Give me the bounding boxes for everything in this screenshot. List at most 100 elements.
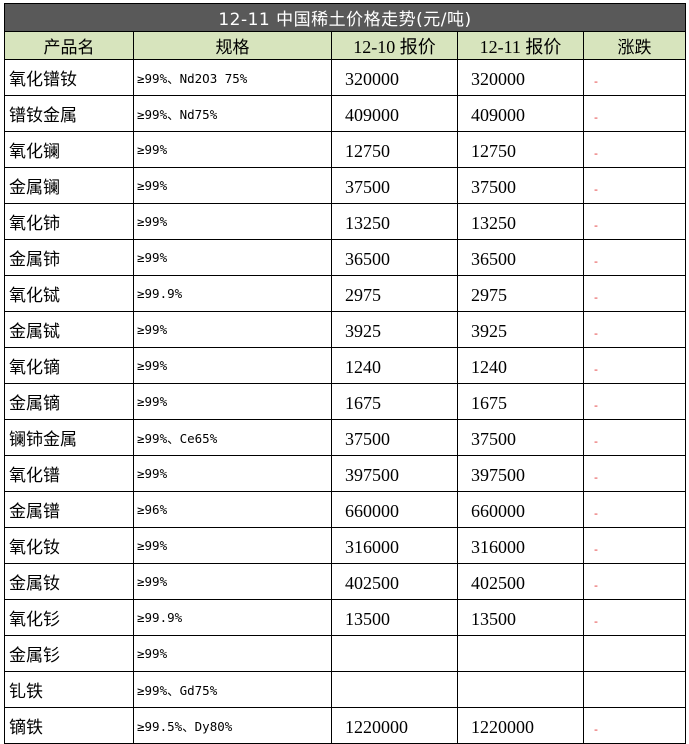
table-row: 金属铽 ≥99% 3925 3925- [4, 311, 686, 348]
change-cell: - [583, 59, 686, 96]
table-row: 金属镝 ≥99% 1675 1675- [4, 383, 686, 420]
product-name-cell: 金属钐 [4, 635, 134, 672]
product-name-cell: 钆铁 [4, 671, 134, 708]
price-curr-cell: 1220000 [457, 707, 584, 744]
product-name-cell: 镨钕金属 [4, 95, 134, 132]
change-cell: - [583, 527, 686, 564]
table-title: 12-11 中国稀土价格走势(元/吨) [4, 3, 686, 32]
spec-cell: ≥99.9% [133, 275, 332, 312]
change-cell: - [583, 347, 686, 384]
table-row: 镝铁 ≥99.5%、Dy80% 1220000 1220000- [4, 707, 686, 744]
product-name-cell: 氧化镨 [4, 455, 134, 492]
spec-cell: ≥99%、Ce65% [133, 419, 332, 456]
price-curr-cell: 316000 [457, 527, 584, 564]
product-name-cell: 金属镧 [4, 167, 134, 204]
price-curr-cell: 12750 [457, 131, 584, 168]
header-spec: 规格 [133, 31, 332, 60]
change-cell: - [583, 383, 686, 420]
table-row: 金属钕 ≥99% 402500 402500- [4, 563, 686, 600]
spec-cell: ≥99% [133, 239, 332, 276]
price-prev-cell: 320000 [331, 59, 458, 96]
price-curr-cell: 320000 [457, 59, 584, 96]
price-prev-cell: 2975 [331, 275, 458, 312]
change-cell: - [583, 311, 686, 348]
price-curr-cell: 3925 [457, 311, 584, 348]
price-table-body: 12-11 中国稀土价格走势(元/吨) 产品名 规格 12-10 报价 12-1… [4, 3, 686, 744]
table-row: 氧化钕 ≥99% 316000 316000- [4, 527, 686, 564]
price-prev-cell: 1240 [331, 347, 458, 384]
product-name-cell: 金属镝 [4, 383, 134, 420]
price-curr-cell: 36500 [457, 239, 584, 276]
change-cell: - [583, 167, 686, 204]
product-name-cell: 镧铈金属 [4, 419, 134, 456]
product-name-cell: 金属铈 [4, 239, 134, 276]
spec-cell: ≥99% [133, 347, 332, 384]
spec-cell: ≥99%、Gd75% [133, 671, 332, 708]
change-cell: - [583, 275, 686, 312]
table-row: 氧化镨钕 ≥99%、Nd2O3 75% 320000 320000- [4, 59, 686, 96]
price-table: 12-11 中国稀土价格走势(元/吨) 产品名 规格 12-10 报价 12-1… [4, 3, 686, 744]
table-row: 金属镨 ≥96% 660000 660000- [4, 491, 686, 528]
price-prev-cell: 1675 [331, 383, 458, 420]
table-row: 氧化镨 ≥99% 397500 397500- [4, 455, 686, 492]
change-cell: - [583, 203, 686, 240]
price-prev-cell: 3925 [331, 311, 458, 348]
change-cell [583, 635, 686, 672]
price-prev-cell: 397500 [331, 455, 458, 492]
price-table-container: 12-11 中国稀土价格走势(元/吨) 产品名 规格 12-10 报价 12-1… [4, 3, 686, 744]
price-prev-cell [331, 671, 458, 708]
spec-cell: ≥99% [133, 527, 332, 564]
price-curr-cell: 409000 [457, 95, 584, 132]
header-row: 产品名 规格 12-10 报价 12-11 报价 涨跌 [4, 31, 686, 60]
header-change: 涨跌 [583, 31, 686, 60]
price-curr-cell: 37500 [457, 419, 584, 456]
price-curr-cell: 402500 [457, 563, 584, 600]
price-curr-cell: 660000 [457, 491, 584, 528]
table-row: 镨钕金属 ≥99%、Nd75% 409000 409000- [4, 95, 686, 132]
table-row: 金属铈 ≥99% 36500 36500- [4, 239, 686, 276]
header-price-prev: 12-10 报价 [331, 31, 458, 60]
change-cell: - [583, 239, 686, 276]
product-name-cell: 氧化镨钕 [4, 59, 134, 96]
price-prev-cell: 316000 [331, 527, 458, 564]
spec-cell: ≥99% [133, 203, 332, 240]
price-curr-cell: 397500 [457, 455, 584, 492]
price-curr-cell [457, 635, 584, 672]
spec-cell: ≥96% [133, 491, 332, 528]
spec-cell: ≥99.5%、Dy80% [133, 707, 332, 744]
change-cell [583, 671, 686, 708]
price-curr-cell: 1240 [457, 347, 584, 384]
price-prev-cell: 37500 [331, 419, 458, 456]
price-prev-cell: 409000 [331, 95, 458, 132]
price-curr-cell [457, 671, 584, 708]
table-row: 金属镧 ≥99% 37500 37500- [4, 167, 686, 204]
product-name-cell: 金属铽 [4, 311, 134, 348]
spec-cell: ≥99% [133, 311, 332, 348]
change-cell: - [583, 95, 686, 132]
price-curr-cell: 2975 [457, 275, 584, 312]
table-row: 氧化镧 ≥99% 12750 12750- [4, 131, 686, 168]
spec-cell: ≥99% [133, 167, 332, 204]
price-curr-cell: 1675 [457, 383, 584, 420]
spec-cell: ≥99%、Nd75% [133, 95, 332, 132]
spec-cell: ≥99% [133, 563, 332, 600]
product-name-cell: 氧化铽 [4, 275, 134, 312]
spec-cell: ≥99% [133, 131, 332, 168]
product-name-cell: 金属钕 [4, 563, 134, 600]
price-prev-cell: 13250 [331, 203, 458, 240]
product-name-cell: 氧化镝 [4, 347, 134, 384]
table-row: 金属钐 ≥99% [4, 635, 686, 672]
price-prev-cell: 36500 [331, 239, 458, 276]
spec-cell: ≥99% [133, 383, 332, 420]
product-name-cell: 氧化铈 [4, 203, 134, 240]
table-row: 镧铈金属 ≥99%、Ce65% 37500 37500- [4, 419, 686, 456]
table-row: 氧化镝 ≥99% 1240 1240- [4, 347, 686, 384]
header-product: 产品名 [4, 31, 134, 60]
price-prev-cell: 12750 [331, 131, 458, 168]
change-cell: - [583, 491, 686, 528]
change-cell: - [583, 563, 686, 600]
product-name-cell: 氧化镧 [4, 131, 134, 168]
product-name-cell: 金属镨 [4, 491, 134, 528]
header-price-curr: 12-11 报价 [457, 31, 584, 60]
price-prev-cell: 37500 [331, 167, 458, 204]
